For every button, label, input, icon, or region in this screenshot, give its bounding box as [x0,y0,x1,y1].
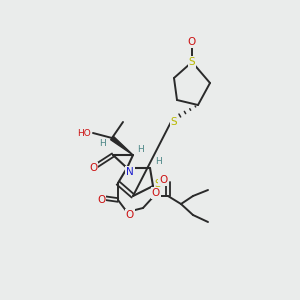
Text: S: S [189,57,195,67]
Text: H: H [99,139,105,148]
Text: O: O [152,188,160,198]
Text: S: S [171,117,177,127]
Text: H: H [154,158,161,166]
Text: O: O [159,175,167,185]
Text: HO: HO [77,128,91,137]
Text: H: H [138,145,144,154]
Text: N: N [126,167,134,177]
Text: O: O [89,163,97,173]
Text: O: O [188,37,196,47]
Text: O: O [97,195,105,205]
Text: S: S [155,179,161,189]
Text: O: O [126,210,134,220]
Polygon shape [111,136,133,155]
